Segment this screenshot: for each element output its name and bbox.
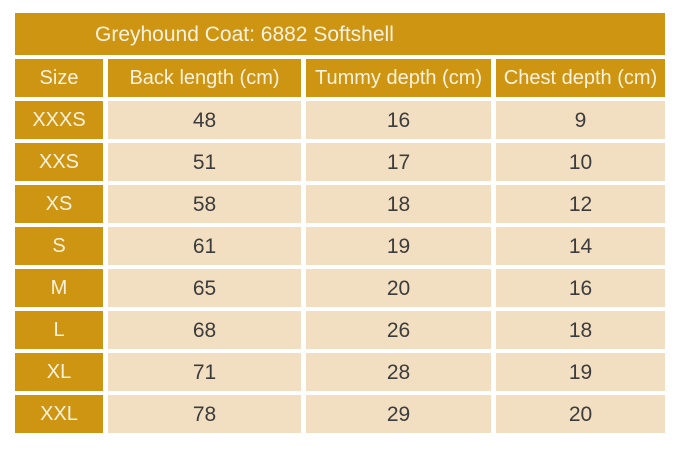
measurement-value-cell: 20 xyxy=(306,269,491,307)
measurement-value-cell: 71 xyxy=(108,353,301,391)
measurement-value-cell: 19 xyxy=(496,353,665,391)
size-label-cell: XL xyxy=(15,353,103,391)
measurement-value-cell: 10 xyxy=(496,143,665,181)
size-chart-table: Greyhound Coat: 6882 Softshell Size Back… xyxy=(15,13,665,433)
measurement-value-cell: 48 xyxy=(108,101,301,139)
table-title: Greyhound Coat: 6882 Softshell xyxy=(15,13,665,55)
measurement-value-cell: 14 xyxy=(496,227,665,265)
measurement-value-cell: 78 xyxy=(108,395,301,433)
measurement-value-cell: 16 xyxy=(496,269,665,307)
measurement-value-cell: 12 xyxy=(496,185,665,223)
size-label-cell: XS xyxy=(15,185,103,223)
measurement-value-cell: 61 xyxy=(108,227,301,265)
size-label-cell: XXS xyxy=(15,143,103,181)
measurement-value-cell: 26 xyxy=(306,311,491,349)
column-header-tummy-depth: Tummy depth (cm) xyxy=(306,59,491,97)
measurement-value-cell: 9 xyxy=(496,101,665,139)
measurement-value-cell: 68 xyxy=(108,311,301,349)
measurement-value-cell: 18 xyxy=(306,185,491,223)
column-header-back-length: Back length (cm) xyxy=(108,59,301,97)
measurement-value-cell: 17 xyxy=(306,143,491,181)
size-label-cell: M xyxy=(15,269,103,307)
size-label-cell: S xyxy=(15,227,103,265)
column-header-size: Size xyxy=(15,59,103,97)
column-header-chest-depth: Chest depth (cm) xyxy=(496,59,665,97)
measurement-value-cell: 58 xyxy=(108,185,301,223)
measurement-value-cell: 28 xyxy=(306,353,491,391)
size-label-cell: XXXS xyxy=(15,101,103,139)
measurement-value-cell: 29 xyxy=(306,395,491,433)
measurement-value-cell: 16 xyxy=(306,101,491,139)
measurement-value-cell: 20 xyxy=(496,395,665,433)
measurement-value-cell: 18 xyxy=(496,311,665,349)
measurement-value-cell: 19 xyxy=(306,227,491,265)
measurement-value-cell: 65 xyxy=(108,269,301,307)
size-label-cell: XXL xyxy=(15,395,103,433)
size-label-cell: L xyxy=(15,311,103,349)
measurement-value-cell: 51 xyxy=(108,143,301,181)
